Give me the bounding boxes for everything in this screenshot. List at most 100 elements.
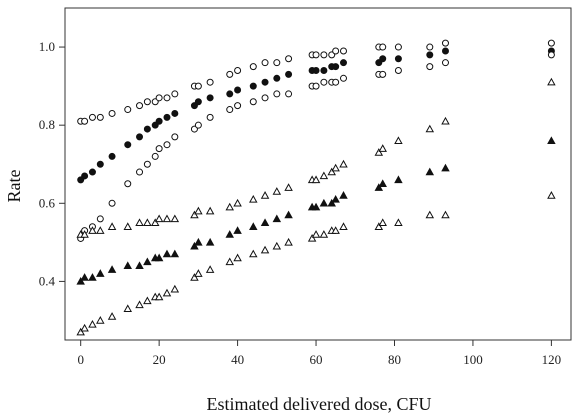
data-point xyxy=(260,245,270,254)
data-point xyxy=(339,47,347,55)
data-point xyxy=(76,276,85,285)
data-point xyxy=(194,206,203,215)
data-point xyxy=(170,214,180,223)
data-point xyxy=(249,98,257,106)
data-point xyxy=(80,323,89,332)
data-point xyxy=(441,39,449,47)
data-point xyxy=(339,159,348,168)
data-point xyxy=(441,59,449,67)
data-points xyxy=(76,39,556,336)
data-point xyxy=(143,218,152,227)
data-point xyxy=(151,152,159,160)
data-point xyxy=(547,191,556,199)
data-point xyxy=(261,78,269,86)
data-point xyxy=(96,215,104,223)
data-point xyxy=(96,226,105,234)
data-point xyxy=(225,230,234,238)
data-point xyxy=(108,199,116,207)
data-point xyxy=(378,218,387,227)
data-point xyxy=(547,51,555,59)
data-point xyxy=(88,168,96,176)
data-point xyxy=(249,222,258,230)
data-point xyxy=(311,202,321,211)
data-point xyxy=(190,273,199,281)
data-point xyxy=(233,198,242,207)
data-point xyxy=(96,160,104,168)
data-point xyxy=(441,210,450,219)
data-point xyxy=(331,226,340,234)
data-point xyxy=(394,175,403,184)
data-point xyxy=(124,141,132,149)
data-point xyxy=(327,167,336,176)
data-point xyxy=(143,98,151,106)
data-point xyxy=(194,269,203,277)
data-point xyxy=(88,113,96,121)
data-point xyxy=(81,117,89,125)
data-point xyxy=(320,78,328,86)
data-point xyxy=(96,113,104,121)
data-point xyxy=(249,82,257,90)
x-tick-label: 120 xyxy=(542,352,562,367)
x-tick-label: 60 xyxy=(310,352,323,367)
data-point xyxy=(547,136,556,145)
data-point xyxy=(312,66,320,74)
data-point xyxy=(426,43,434,51)
data-point xyxy=(162,249,172,258)
data-point xyxy=(249,63,257,71)
data-point xyxy=(150,218,160,227)
data-point xyxy=(425,124,435,133)
data-point xyxy=(234,86,242,94)
data-point xyxy=(81,172,89,180)
data-point xyxy=(441,163,450,172)
data-point xyxy=(155,94,163,102)
data-point xyxy=(205,265,215,273)
data-point xyxy=(374,222,384,230)
data-point xyxy=(233,253,242,262)
data-point xyxy=(162,214,172,223)
data-point xyxy=(319,171,329,180)
data-point xyxy=(163,94,171,102)
data-point xyxy=(170,249,180,258)
data-point xyxy=(135,218,144,227)
data-point xyxy=(307,234,317,242)
data-point xyxy=(394,66,402,74)
data-point xyxy=(108,152,116,160)
data-point xyxy=(123,222,133,230)
data-point xyxy=(124,106,132,114)
data-point xyxy=(339,74,347,82)
data-point xyxy=(547,39,555,47)
data-point xyxy=(194,237,203,246)
y-tick-label: 0.6 xyxy=(39,195,56,210)
data-point xyxy=(154,253,164,262)
data-point xyxy=(320,66,328,74)
data-point xyxy=(319,198,329,207)
data-point xyxy=(374,183,384,191)
x-tick-label: 80 xyxy=(388,352,401,367)
data-point xyxy=(394,218,403,227)
data-point xyxy=(124,180,132,188)
data-point xyxy=(226,106,234,114)
data-point xyxy=(312,51,320,59)
data-point xyxy=(80,230,89,238)
data-point xyxy=(135,261,144,270)
data-point xyxy=(374,148,384,156)
data-point xyxy=(171,133,179,141)
data-point xyxy=(190,241,199,250)
data-point xyxy=(426,51,434,59)
data-point xyxy=(320,51,328,59)
data-point xyxy=(311,230,321,238)
x-axis: 0 20 40 60 80 100 120 xyxy=(77,340,561,367)
data-point xyxy=(319,230,329,238)
data-point xyxy=(108,109,116,117)
data-point xyxy=(379,55,387,63)
data-point xyxy=(234,66,242,74)
data-point xyxy=(123,304,133,312)
data-point xyxy=(425,167,435,176)
data-point xyxy=(206,78,214,86)
data-point xyxy=(154,292,164,301)
data-point xyxy=(163,113,171,121)
data-point xyxy=(143,125,151,133)
data-point xyxy=(190,210,199,219)
y-tick-label: 0.8 xyxy=(39,117,55,132)
